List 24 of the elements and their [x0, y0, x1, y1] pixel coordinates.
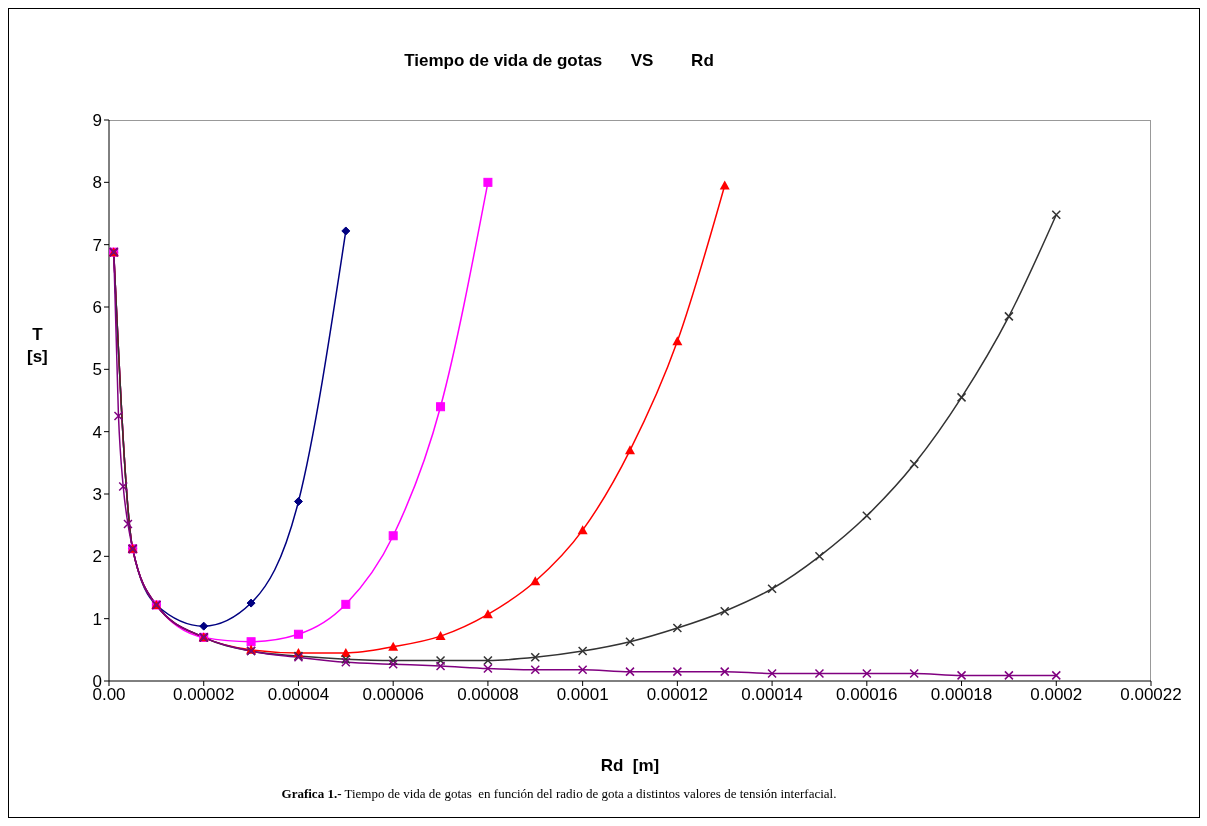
y-tick-label: 2 [92, 547, 102, 567]
x-tick-label: 0.00022 [1120, 685, 1182, 705]
x-tick-label: 0.00014 [741, 685, 803, 705]
x-tick-label: 0.0001 [556, 685, 609, 705]
text: Grafica 1.- Tiempo de vida de gotas en función del radio de gota a distintos valores de tensión interfacial. [280, 786, 838, 802]
y-tick-label: 3 [92, 485, 102, 505]
y-axis-title: T [s] [27, 324, 48, 368]
y-tick-label: 5 [92, 360, 102, 380]
x-tick-label: 0.00012 [646, 685, 709, 705]
x-tick-label: 0.00016 [836, 685, 898, 705]
x-tick-label: 0.00006 [362, 685, 424, 705]
y-tick-label: 4 [92, 422, 102, 442]
y-tick-label: 8 [92, 173, 102, 193]
x-tick-label: 0.00018 [930, 685, 993, 705]
x-tick-label: 0.0002 [1030, 685, 1083, 705]
x-tick-label: 0.00008 [457, 685, 519, 705]
chart-title: Tiempo de vida de gotas VS Rd [403, 51, 715, 71]
x-tick-label: 0.00004 [267, 685, 330, 705]
x-tick-label: 0.00002 [173, 685, 235, 705]
x-axis-title: Rd [m] [599, 756, 661, 776]
y-tick-label: 1 [92, 609, 102, 629]
y-tick-label: 9 [92, 111, 102, 131]
y-tick-label: 6 [92, 298, 102, 318]
y-tick-label: 7 [92, 235, 102, 255]
